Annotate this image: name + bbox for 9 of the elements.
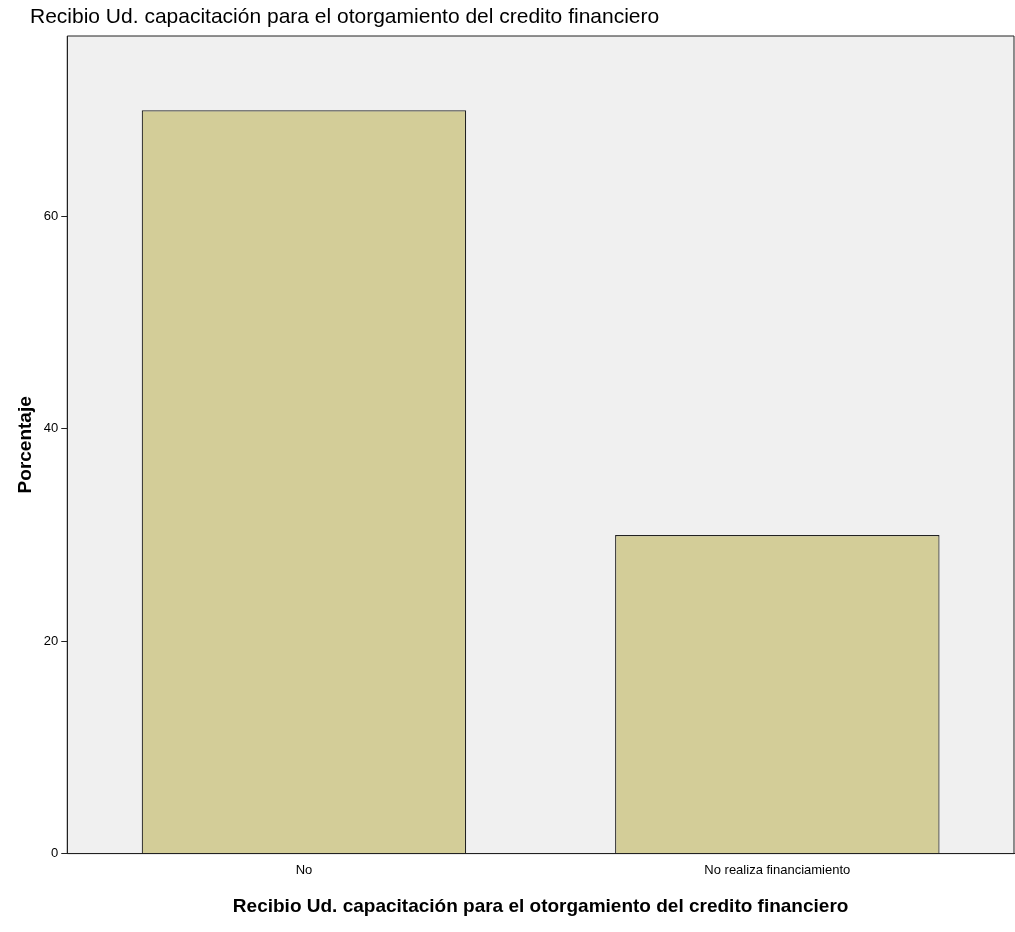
x-tick-label: No: [295, 861, 313, 877]
y-axis-title: Porcentaje: [13, 396, 35, 494]
y-tick-label: 40: [43, 420, 59, 436]
y-tick-label: 20: [43, 632, 59, 648]
chart-title: Recibio Ud. capacitación para el otorgamiento del credito financiero: [30, 4, 660, 28]
x-axis-title: Recibio Ud. capacitación para el otorgamiento del credito financiero: [232, 894, 849, 916]
y-tick-label: 60: [43, 208, 59, 224]
y-tick-label: 0: [51, 845, 59, 861]
x-tick-label: No realiza financiamiento: [704, 861, 851, 877]
